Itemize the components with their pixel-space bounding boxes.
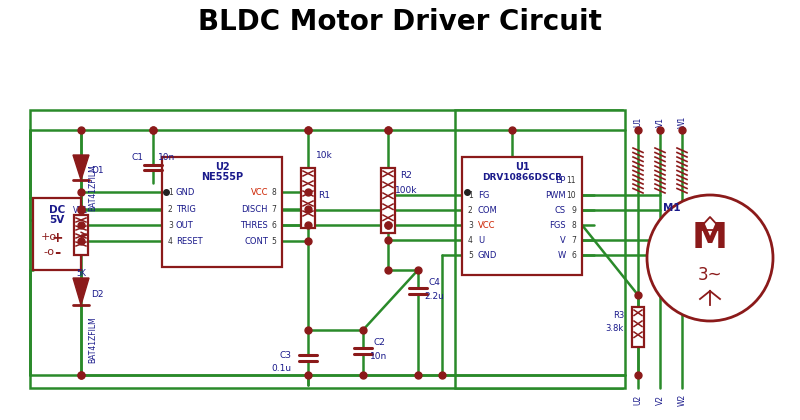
Text: GND: GND <box>478 250 498 260</box>
Text: V1: V1 <box>655 117 665 127</box>
Polygon shape <box>73 155 89 180</box>
Text: VCC: VCC <box>478 220 495 229</box>
Text: FGS: FGS <box>550 220 566 229</box>
Text: M1: M1 <box>663 203 681 213</box>
Text: 2: 2 <box>168 205 173 213</box>
Text: +o: +o <box>41 232 57 242</box>
Text: 3.8k: 3.8k <box>606 323 624 333</box>
Bar <box>33 198 81 270</box>
Text: C2: C2 <box>373 338 385 346</box>
Text: OUT: OUT <box>176 220 194 229</box>
Text: V2: V2 <box>655 395 665 405</box>
Text: C3: C3 <box>280 351 292 360</box>
Text: GND: GND <box>176 187 195 197</box>
Text: C4: C4 <box>428 278 440 286</box>
Text: 10n: 10n <box>158 152 176 162</box>
Text: U1: U1 <box>514 162 530 172</box>
Text: +: + <box>51 231 63 245</box>
Text: BAT41ZFILM: BAT41ZFILM <box>89 165 98 211</box>
Text: CONT: CONT <box>244 236 268 246</box>
Text: 100k: 100k <box>394 186 418 194</box>
Bar <box>74 215 88 255</box>
Text: CS: CS <box>555 205 566 215</box>
Text: NE555P: NE555P <box>201 172 243 182</box>
Text: C1: C1 <box>131 152 143 162</box>
Circle shape <box>647 195 773 321</box>
Text: 2.2u: 2.2u <box>424 291 444 300</box>
Bar <box>632 307 644 347</box>
Text: 9: 9 <box>571 205 576 215</box>
Bar <box>381 168 395 233</box>
Text: 3: 3 <box>168 220 173 229</box>
Text: 5: 5 <box>468 250 473 260</box>
Text: BLDC Motor Driver Circuit: BLDC Motor Driver Circuit <box>198 8 602 36</box>
Text: R3: R3 <box>613 310 624 320</box>
Text: EP: EP <box>556 176 566 184</box>
Text: DC: DC <box>49 205 65 215</box>
Text: -: - <box>54 244 60 260</box>
Text: M: M <box>692 221 728 255</box>
Text: RESET: RESET <box>176 236 202 246</box>
Text: U: U <box>478 236 484 244</box>
Text: 1: 1 <box>168 187 173 197</box>
Polygon shape <box>73 278 89 305</box>
Text: VR1: VR1 <box>74 205 89 215</box>
Text: U2: U2 <box>214 162 230 172</box>
Bar <box>455 110 625 388</box>
Text: 4: 4 <box>168 236 173 246</box>
Bar <box>30 110 622 388</box>
Text: 5V: 5V <box>50 215 65 225</box>
Text: W2: W2 <box>678 394 686 406</box>
Text: COM: COM <box>478 205 498 215</box>
Text: U1: U1 <box>634 117 642 127</box>
Text: 3: 3 <box>468 220 473 229</box>
Text: TRIG: TRIG <box>176 205 196 213</box>
Text: 2: 2 <box>468 205 473 215</box>
Text: 8: 8 <box>571 220 576 229</box>
Text: U2: U2 <box>634 395 642 405</box>
Text: W: W <box>558 250 566 260</box>
Text: D1: D1 <box>90 165 103 174</box>
Text: R1: R1 <box>318 191 330 200</box>
Text: 5: 5 <box>271 236 276 246</box>
Text: 0.1u: 0.1u <box>272 363 292 373</box>
Text: FG: FG <box>478 191 490 200</box>
Text: -o: -o <box>43 247 54 257</box>
Text: 6: 6 <box>271 220 276 229</box>
Text: 1: 1 <box>468 191 473 200</box>
Text: 10k: 10k <box>316 150 332 160</box>
Bar <box>301 168 315 228</box>
Text: D2: D2 <box>90 289 103 299</box>
Text: R2: R2 <box>400 171 412 179</box>
Bar <box>162 157 282 267</box>
Text: 5K: 5K <box>76 268 86 278</box>
Text: 11: 11 <box>566 176 576 184</box>
Text: 4: 4 <box>468 236 473 244</box>
Text: 6: 6 <box>571 250 576 260</box>
Text: V: V <box>560 236 566 244</box>
Text: DISCH: DISCH <box>242 205 268 213</box>
Text: PWM: PWM <box>546 191 566 200</box>
Text: DRV10866DSCR: DRV10866DSCR <box>482 173 562 181</box>
Bar <box>462 157 582 275</box>
Text: 10n: 10n <box>370 352 388 360</box>
Text: VCC: VCC <box>250 187 268 197</box>
Text: 8: 8 <box>271 187 276 197</box>
Text: W1: W1 <box>678 116 686 128</box>
Text: 7: 7 <box>571 236 576 244</box>
Text: 3~: 3~ <box>698 266 722 284</box>
Text: BAT41ZFILM: BAT41ZFILM <box>89 317 98 363</box>
Text: THRES: THRES <box>240 220 268 229</box>
Text: 10: 10 <box>566 191 576 200</box>
Text: 7: 7 <box>271 205 276 213</box>
